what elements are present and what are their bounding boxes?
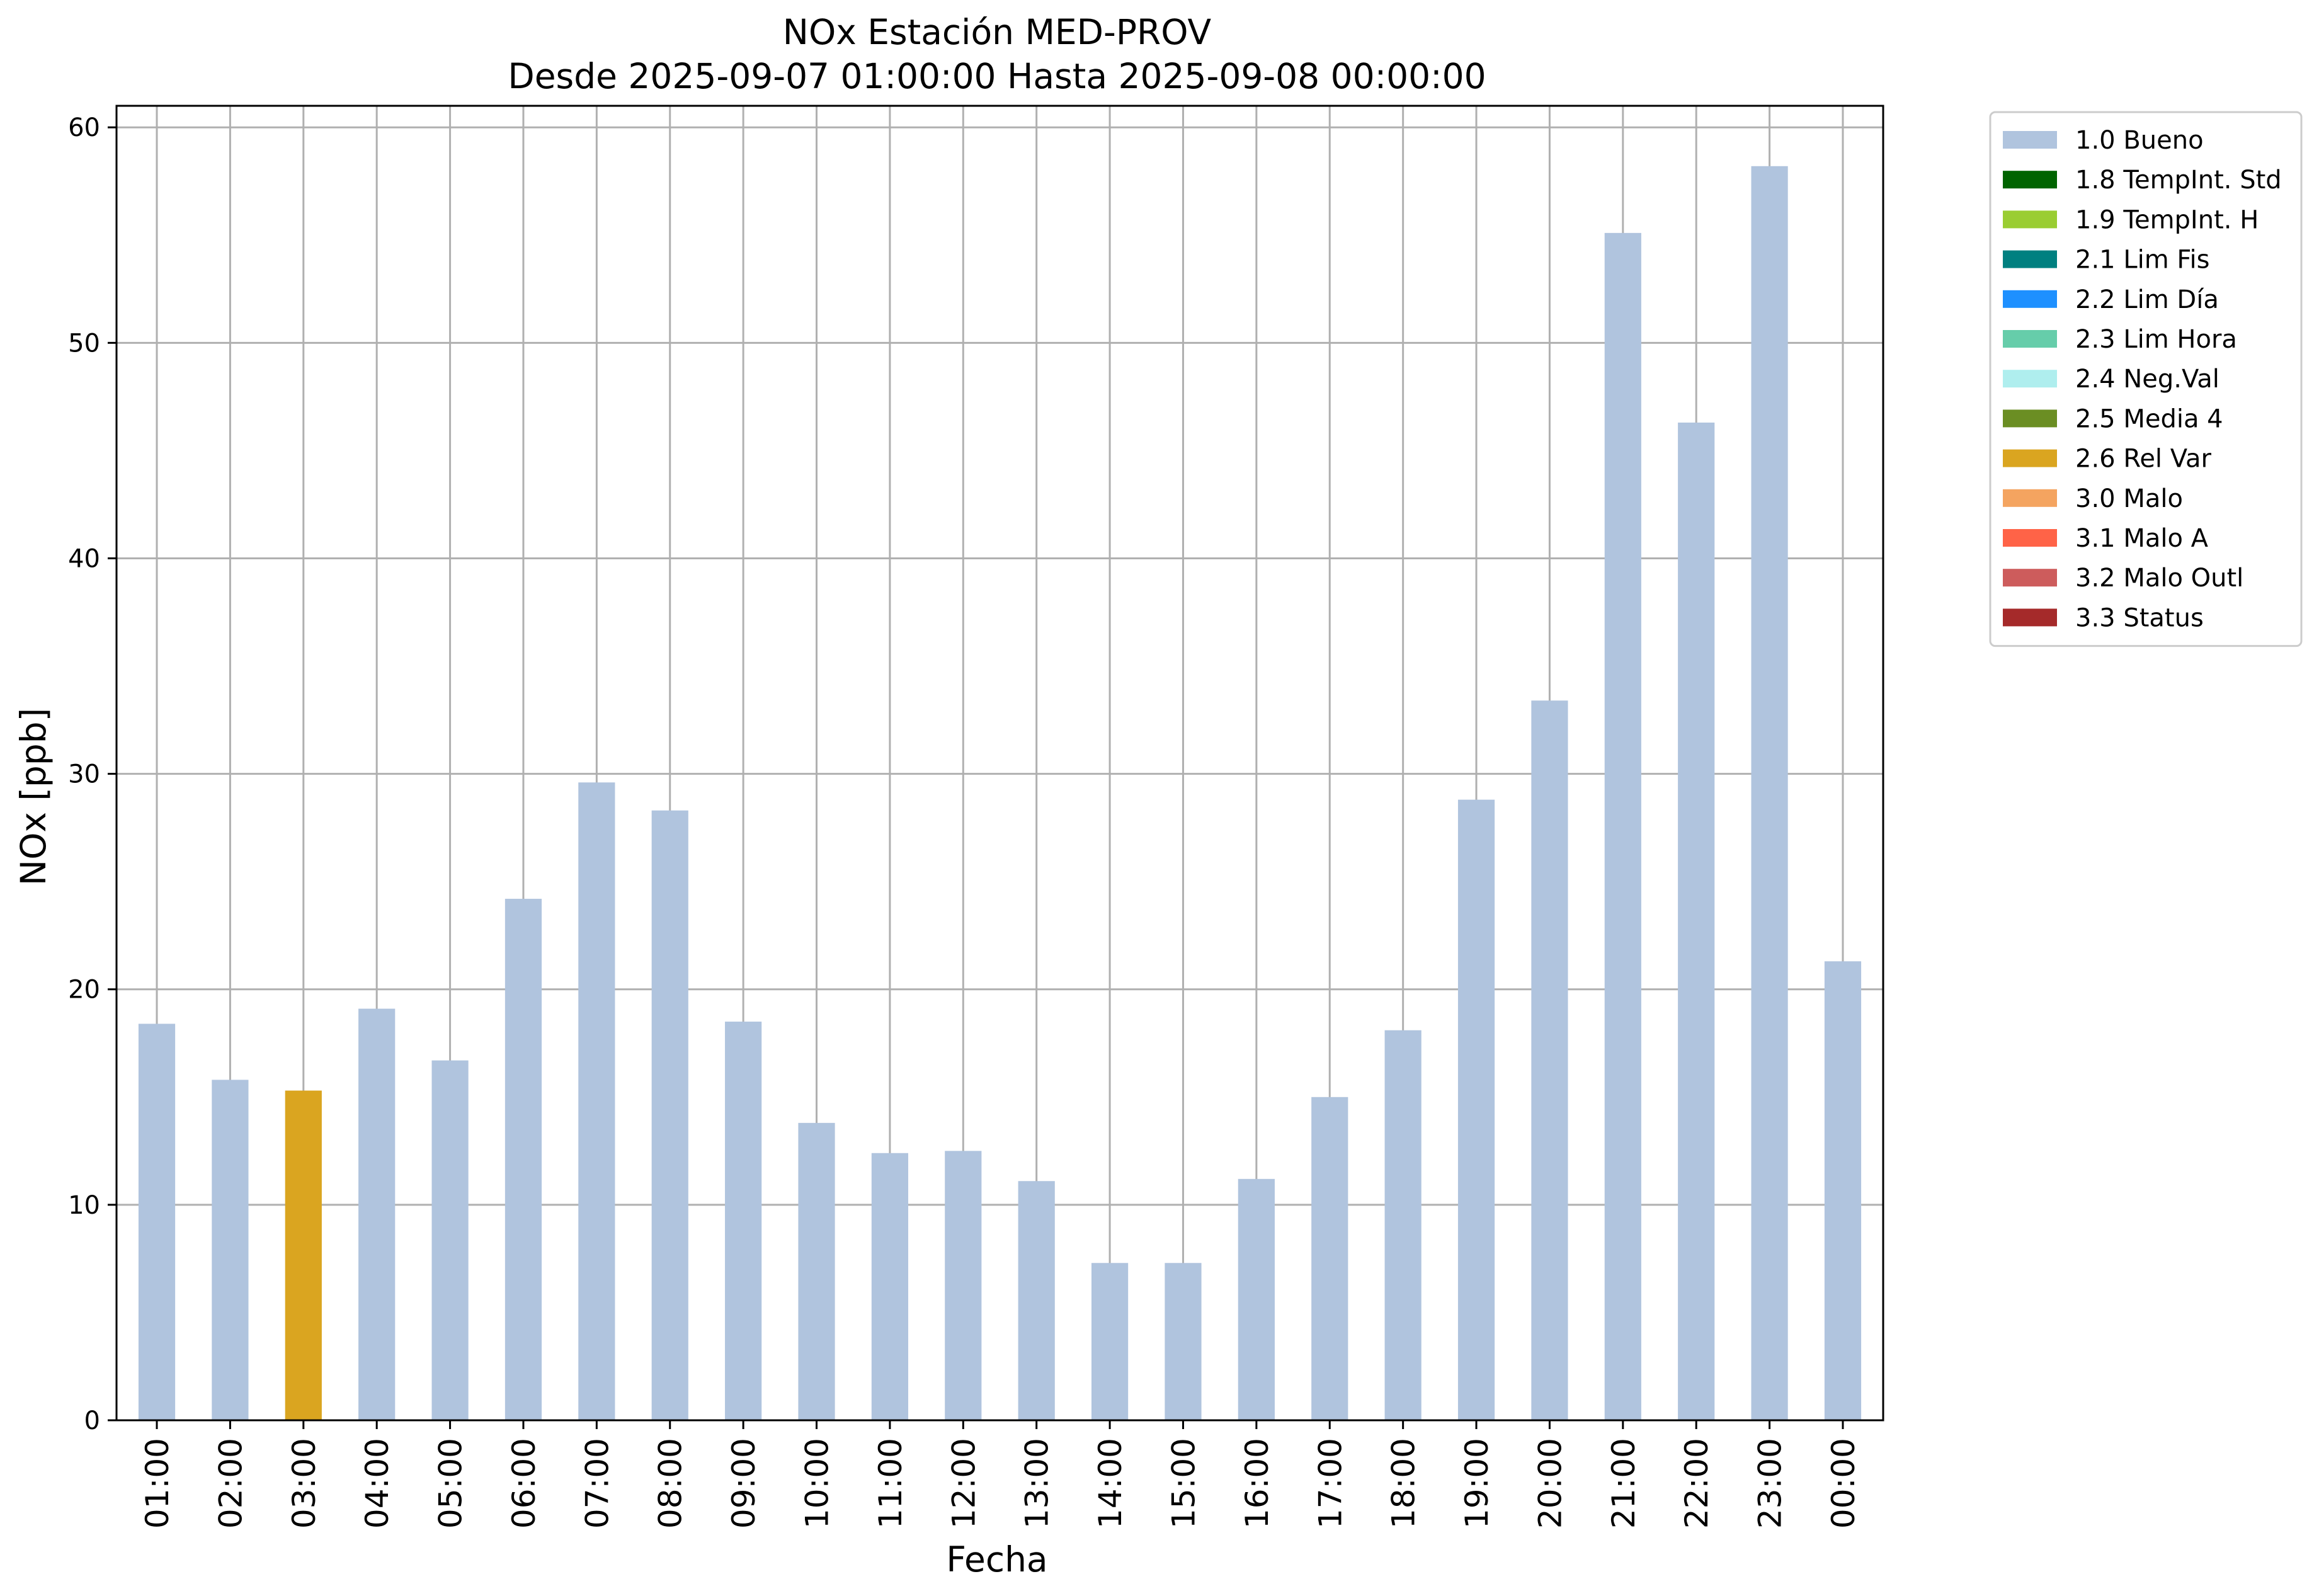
x-tick-label: 14:00 <box>1092 1438 1129 1529</box>
legend-label: 2.1 Lim Fis <box>2075 246 2209 275</box>
x-tick-label: 16:00 <box>1239 1438 1275 1529</box>
bar <box>1165 1263 1202 1420</box>
bar <box>1311 1097 1348 1420</box>
x-axis: 01:00 02:00 03:00 04:00 05:00 06:00 07:00 08:00… <box>139 1420 1862 1529</box>
x-tick-label: 21:00 <box>1605 1438 1642 1529</box>
y-axis-label: NOx [ppb] <box>13 708 54 886</box>
legend-label: 2.4 Neg.Val <box>2075 365 2219 394</box>
x-tick-label: 11:00 <box>872 1438 909 1529</box>
legend-label: 3.0 Malo <box>2075 484 2183 513</box>
x-tick-label: 01:00 <box>139 1438 176 1529</box>
bar <box>1531 700 1568 1420</box>
bar <box>138 1023 176 1420</box>
legend-label: 1.8 TempInt. Std <box>2075 166 2282 195</box>
x-tick-label: 10:00 <box>799 1438 836 1529</box>
x-tick-label: 13:00 <box>1019 1438 1056 1529</box>
bar <box>725 1022 762 1420</box>
legend-label: 2.6 Rel Var <box>2075 445 2212 474</box>
x-tick-label: 22:00 <box>1678 1438 1715 1529</box>
x-tick-label: 02:00 <box>212 1438 249 1529</box>
y-tick-label: 0 <box>84 1406 100 1435</box>
bar <box>1018 1181 1055 1420</box>
legend-swatch <box>2003 210 2057 229</box>
plot-frame <box>115 105 1884 1422</box>
bar <box>1091 1263 1129 1420</box>
x-tick-label: 06:00 <box>506 1438 542 1529</box>
x-tick-label: 23:00 <box>1752 1438 1789 1529</box>
legend-swatch <box>2003 489 2057 507</box>
bar <box>798 1122 835 1420</box>
legend-swatch <box>2003 569 2057 587</box>
legend-swatch <box>2003 131 2057 149</box>
bar <box>431 1060 469 1420</box>
legend-swatch <box>2003 370 2057 388</box>
x-tick-label: 04:00 <box>359 1438 396 1529</box>
x-tick-label: 08:00 <box>652 1438 689 1529</box>
bar <box>358 1008 396 1420</box>
bar <box>651 810 688 1420</box>
x-tick-label: 05:00 <box>433 1438 469 1529</box>
x-tick-label: 07:00 <box>579 1438 615 1529</box>
legend-swatch <box>2003 608 2057 627</box>
bars <box>138 166 1862 1420</box>
legend: 1.0 Bueno 1.8 TempInt. Std 1.9 TempInt. H 2… <box>1989 111 2303 647</box>
x-tick-label: 15:00 <box>1165 1438 1202 1529</box>
chart-subtitle: Desde 2025-09-07 01:00:00 Hasta 2025-09-… <box>508 56 1486 96</box>
y-tick-label: 60 <box>68 113 100 142</box>
legend-swatch <box>2003 409 2057 428</box>
legend-label: 2.5 Media 4 <box>2075 404 2223 433</box>
legend-swatch <box>2003 529 2057 547</box>
bar <box>1384 1030 1422 1420</box>
bar <box>1678 422 1715 1420</box>
bar <box>1238 1178 1275 1420</box>
bar <box>1824 961 1862 1420</box>
y-tick-label: 30 <box>68 760 100 789</box>
legend-label: 3.3 Status <box>2075 603 2204 632</box>
x-tick-label: 03:00 <box>286 1438 322 1529</box>
legend-swatch <box>2003 171 2057 189</box>
bar <box>578 782 615 1420</box>
x-tick-label: 19:00 <box>1459 1438 1495 1529</box>
bar <box>285 1090 322 1420</box>
legend-label: 2.3 Lim Hora <box>2075 325 2237 354</box>
chart-title: NOx Estación MED-PROV <box>783 12 1212 52</box>
legend-swatch <box>2003 449 2057 467</box>
bar <box>1457 799 1495 1420</box>
y-tick-label: 10 <box>68 1191 100 1220</box>
legend-label: 3.2 Malo Outl <box>2075 564 2243 593</box>
bar <box>212 1080 249 1420</box>
bar <box>1751 166 1788 1420</box>
legend-label: 1.0 Bueno <box>2075 126 2204 155</box>
bar <box>945 1151 982 1420</box>
bar <box>504 899 542 1420</box>
legend-swatch <box>2003 290 2057 308</box>
x-tick-label: 09:00 <box>726 1438 762 1529</box>
legend-frame <box>1989 111 2303 647</box>
x-tick-label: 00:00 <box>1825 1438 1862 1529</box>
x-axis-label: Fecha <box>946 1539 1047 1580</box>
bar <box>871 1153 909 1420</box>
legend-swatch <box>2003 250 2057 268</box>
y-tick-label: 50 <box>68 329 100 358</box>
x-tick-label: 12:00 <box>945 1438 982 1529</box>
y-tick-label: 40 <box>68 544 100 573</box>
y-tick-label: 20 <box>68 976 100 1005</box>
legend-swatch <box>2003 330 2057 348</box>
x-tick-label: 17:00 <box>1312 1438 1348 1529</box>
x-tick-label: 18:00 <box>1386 1438 1422 1529</box>
legend-label: 2.2 Lim Día <box>2075 285 2219 314</box>
x-tick-label: 20:00 <box>1532 1438 1568 1529</box>
legend-label: 3.1 Malo A <box>2075 524 2209 553</box>
legend-label: 1.9 TempInt. H <box>2075 205 2259 234</box>
y-axis: 0 10 20 30 40 50 60 <box>68 113 117 1435</box>
bar <box>1604 232 1641 1420</box>
